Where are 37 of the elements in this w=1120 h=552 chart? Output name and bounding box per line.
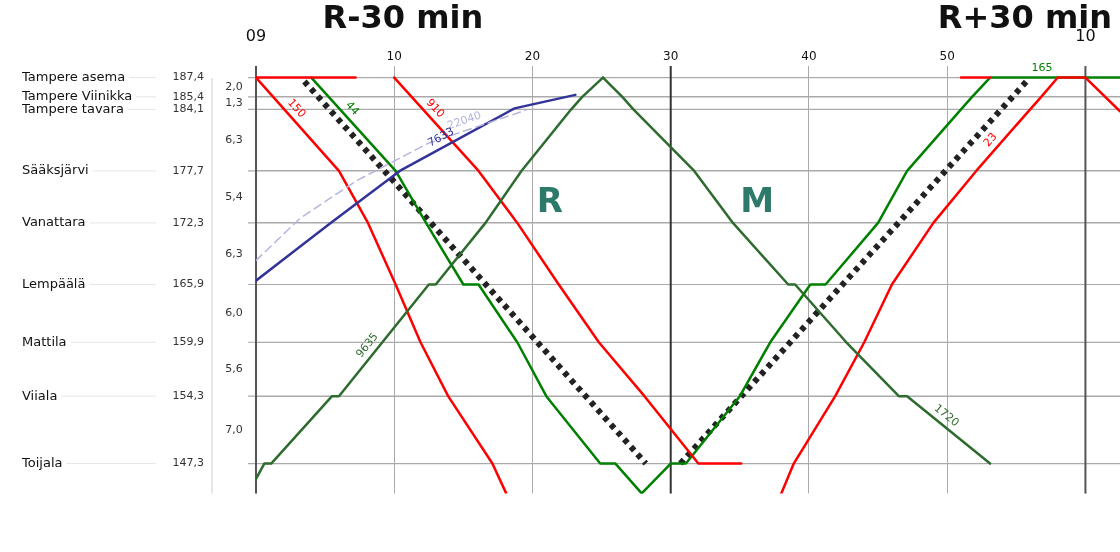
text: 7,0 — [225, 422, 243, 436]
text: R-30 min — [322, 0, 484, 37]
text: 44 — [343, 98, 363, 118]
x-tick-label: 40 — [801, 48, 817, 63]
y-tick-label: 165,9 — [172, 277, 204, 291]
x2-tick-label: 09 — [245, 25, 267, 45]
ref-line-label: Mattila — [22, 333, 67, 349]
y-tick-label: 187,4 — [172, 70, 204, 84]
text: 2,0 — [225, 80, 243, 94]
y-tick-label: 172,3 — [172, 215, 204, 229]
y-tick-label: 147,3 — [172, 456, 204, 470]
y-tick-label: 154,3 — [172, 389, 204, 403]
text: 6,3 — [225, 246, 243, 260]
text: 5,4 — [225, 189, 243, 203]
y-tick-label: 184,1 — [172, 102, 204, 116]
y-tick-label: 185,4 — [172, 89, 204, 103]
ref-line-label: Sääksjärvi — [22, 162, 89, 178]
ref-line-label: Viiala — [22, 387, 58, 403]
annotation: M — [740, 179, 775, 220]
y-tick-label: 159,9 — [172, 335, 204, 349]
y-tick-label: 177,7 — [172, 163, 204, 177]
text: 5,6 — [225, 362, 243, 376]
ref-line-label: Vanattara — [22, 214, 86, 230]
ref-line-label: Tampere asema — [21, 68, 126, 84]
ref-line-label: Lempäälä — [22, 275, 86, 291]
ref-line-label: Toijala — [21, 454, 63, 470]
annotation: R — [536, 179, 563, 220]
text: 23 — [980, 130, 1000, 150]
x-tick-label: 10 — [386, 48, 402, 63]
text: 1,3 — [225, 95, 243, 109]
text: 6,3 — [225, 132, 243, 146]
x-tick-label: 50 — [939, 48, 955, 63]
x-tick-label: 20 — [524, 48, 541, 63]
x-tick-label: 30 — [663, 48, 679, 63]
series-label: 165 — [1031, 60, 1053, 74]
text: 6,0 — [225, 306, 243, 320]
ref-line-label: Tampere Viinikka — [21, 88, 133, 104]
